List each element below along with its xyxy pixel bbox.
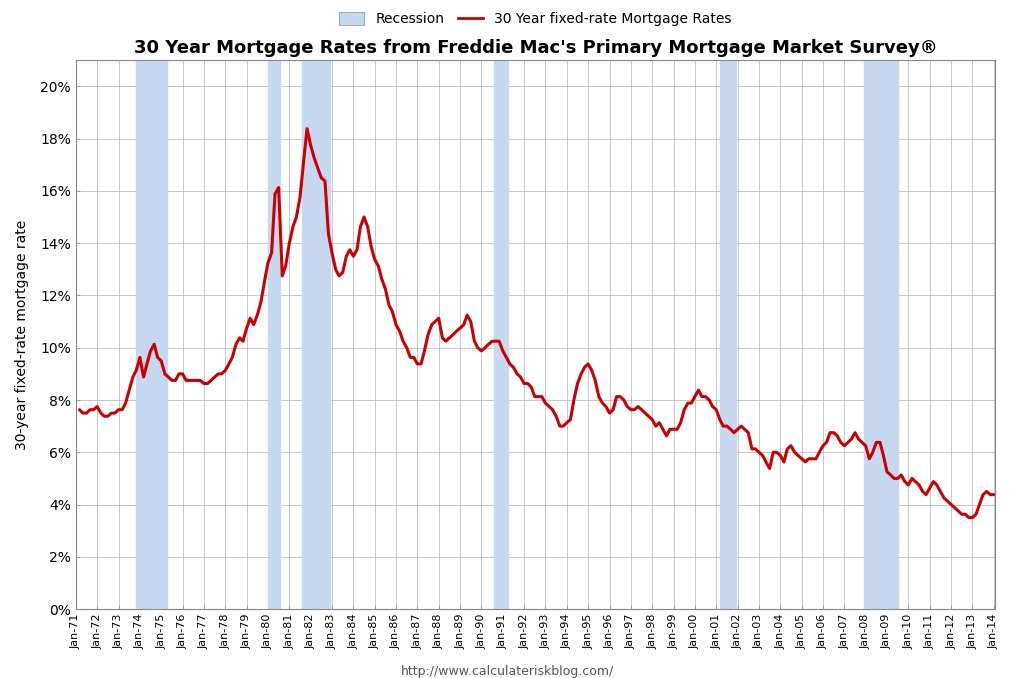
Bar	[494, 60, 508, 609]
Title: 30 Year Mortgage Rates from Freddie Mac's Primary Mortgage Market Survey®: 30 Year Mortgage Rates from Freddie Mac'…	[134, 39, 938, 58]
Bar	[302, 60, 331, 609]
Text: http://www.calculateriskblog.com/: http://www.calculateriskblog.com/	[401, 664, 613, 677]
Bar	[864, 60, 897, 609]
Bar	[268, 60, 280, 609]
Legend: Recession, 30 Year fixed-rate Mortgage Rates: Recession, 30 Year fixed-rate Mortgage R…	[340, 12, 732, 26]
Y-axis label: 30-year fixed-rate mortgage rate: 30-year fixed-rate mortgage rate	[15, 220, 29, 450]
Bar	[136, 60, 166, 609]
Bar	[720, 60, 736, 609]
